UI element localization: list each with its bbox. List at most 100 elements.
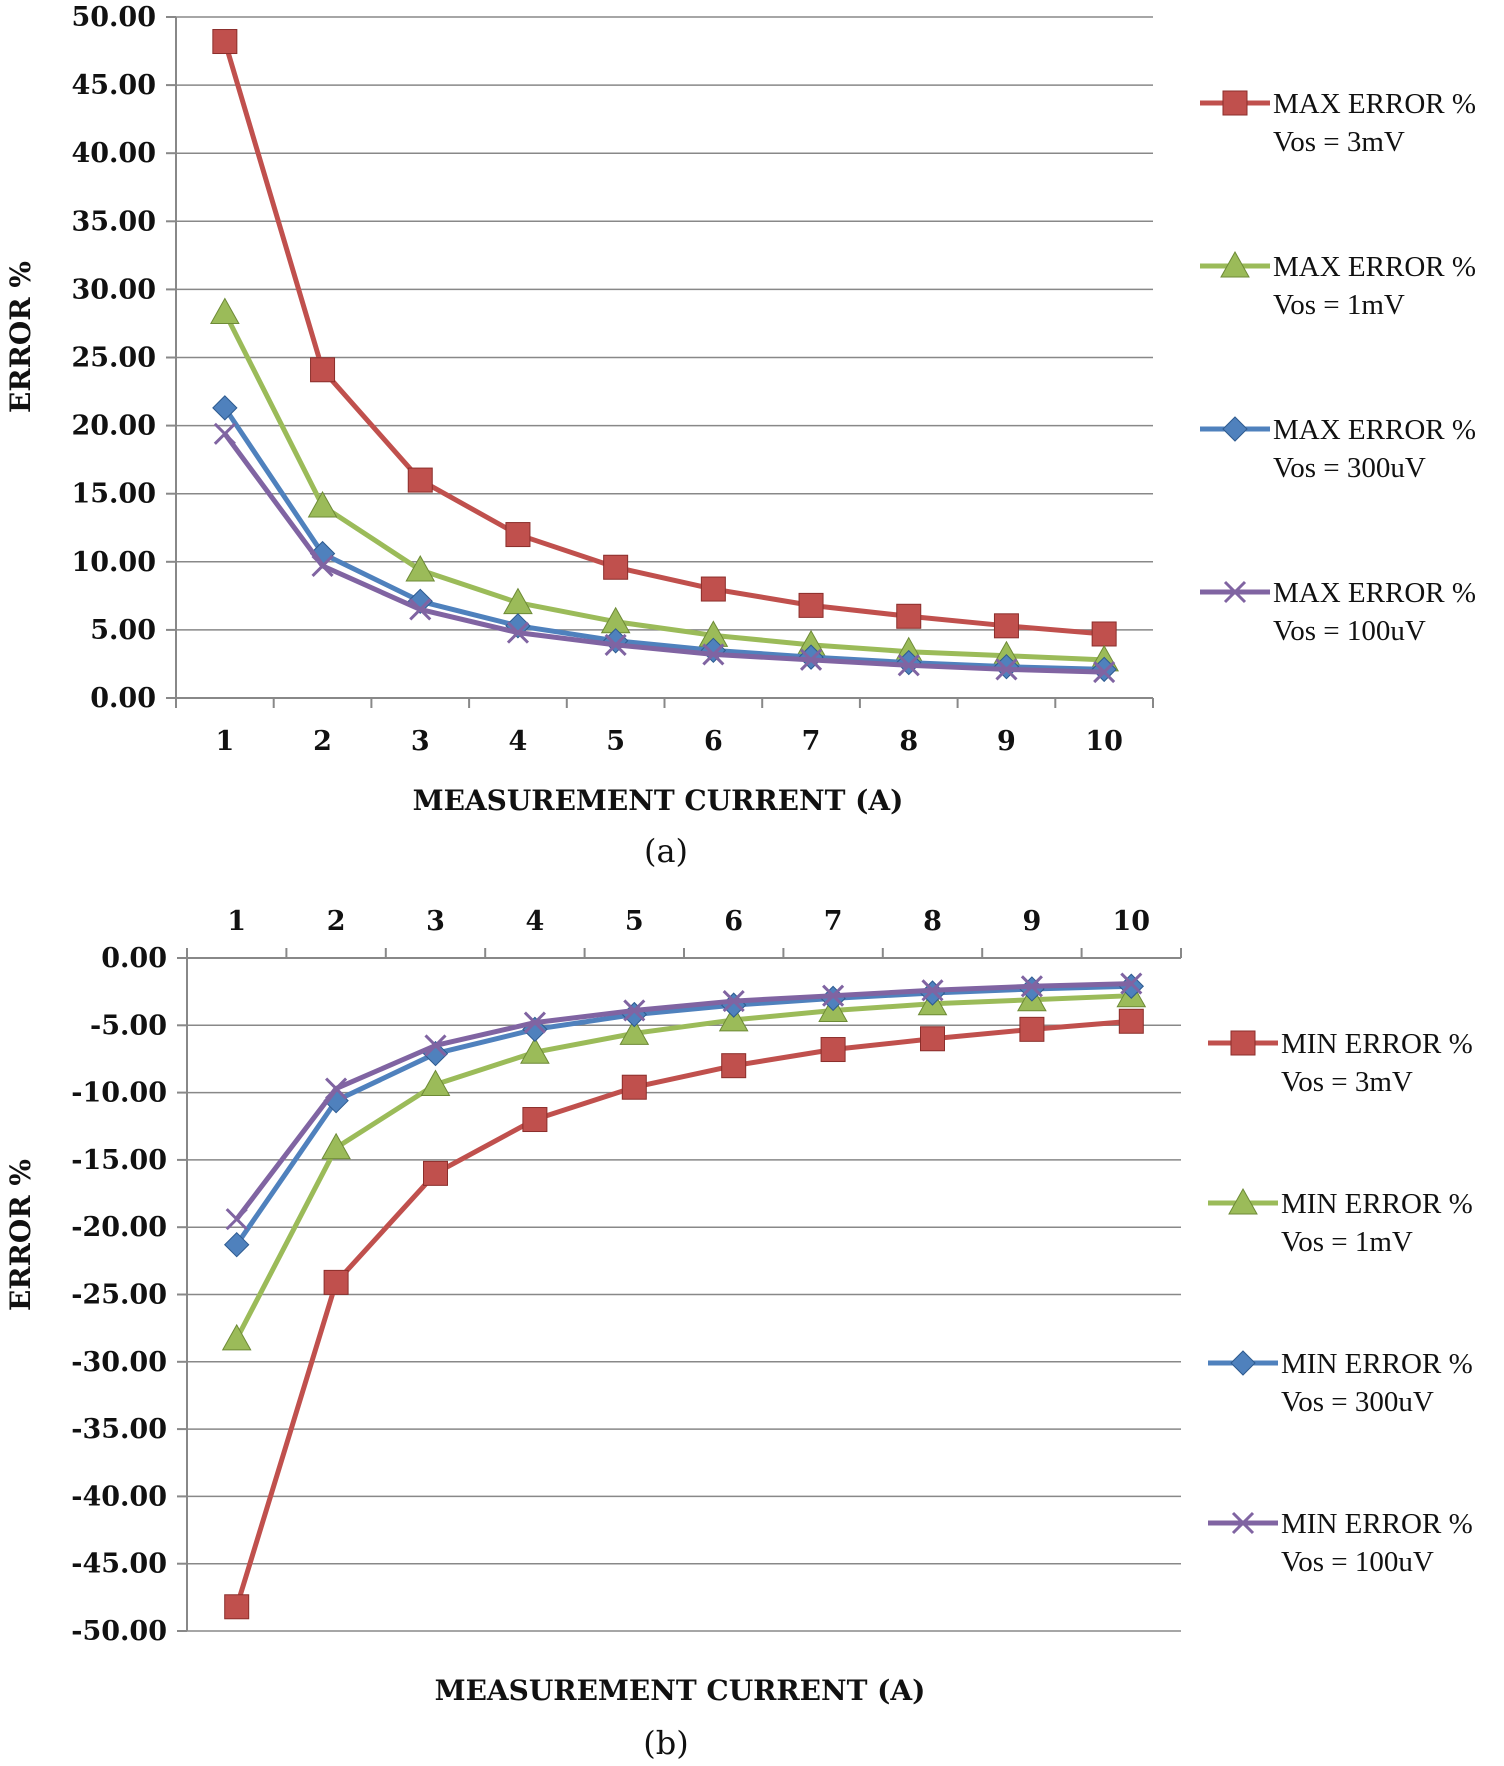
legend-swatch-marker xyxy=(1228,1187,1258,1215)
y-tick-label: -35.00 xyxy=(71,1414,167,1445)
data-point xyxy=(409,598,432,621)
legend-sublabel: Vos = 1mV xyxy=(1281,1226,1413,1258)
y-tick-label: 0.00 xyxy=(90,683,156,714)
data-point xyxy=(325,1077,348,1100)
legend-entry: MAX ERROR % Vos = 1mV xyxy=(1200,250,1476,321)
x-tick-label: 8 xyxy=(923,906,942,937)
data-point xyxy=(522,1107,548,1133)
data-point xyxy=(603,554,629,580)
y-tick-label: 0.00 xyxy=(101,943,167,974)
x-tick-label: 1 xyxy=(227,906,246,937)
data-point xyxy=(1019,1016,1045,1042)
data-point xyxy=(623,999,646,1022)
data-point xyxy=(225,1208,248,1231)
legend-swatch-marker xyxy=(1223,580,1247,604)
y-tick-label: -45.00 xyxy=(71,1549,167,1580)
data-point xyxy=(321,1132,351,1160)
data-point xyxy=(721,1053,747,1079)
series-vos-3mv xyxy=(224,1008,1144,1620)
x-tick-label: 3 xyxy=(426,906,445,937)
data-point xyxy=(995,658,1018,681)
data-point xyxy=(1093,661,1116,684)
data-point xyxy=(523,1011,546,1034)
data-point xyxy=(720,992,747,1018)
data-point xyxy=(604,633,627,656)
data-point xyxy=(505,522,531,548)
chart-b-y-axis-title: ERROR % xyxy=(4,1159,37,1311)
legend-entry: MAX ERROR % Vos = 300uV xyxy=(1200,414,1476,484)
chart-b-axes xyxy=(177,948,1182,1632)
series-vos-100uv xyxy=(213,422,1116,684)
data-point xyxy=(221,1323,252,1351)
data-point xyxy=(212,395,238,421)
data-point xyxy=(407,467,433,493)
data-point xyxy=(213,422,236,445)
legend-swatch-marker xyxy=(1230,1030,1256,1056)
data-point xyxy=(506,621,530,644)
data-point xyxy=(311,554,334,577)
legend-entry: MIN ERROR % Vos = 1mV xyxy=(1208,1187,1473,1258)
series-vos-100uv xyxy=(225,972,1143,1231)
legend-label: MIN ERROR % xyxy=(1281,1348,1473,1380)
legend-sublabel: Vos = 100uV xyxy=(1273,615,1426,647)
data-point xyxy=(993,613,1019,639)
series-line xyxy=(234,1018,1132,1608)
data-point xyxy=(520,1037,550,1064)
legend-sublabel: Vos = 1mV xyxy=(1273,289,1405,321)
y-tick-label: 5.00 xyxy=(90,615,156,646)
chart-b: 0.00 -5.00 -10.00 -15.00 -20.00 -25.00 -30.00 -… xyxy=(4,906,1473,1762)
x-tick-label: 5 xyxy=(625,906,644,937)
series-line xyxy=(222,406,1105,672)
series-line xyxy=(234,993,1132,1341)
chart-a-legend: MAX ERROR % Vos = 3mV MAX ERROR % Vos = 1mV… xyxy=(1200,88,1476,647)
legend-label: MIN ERROR % xyxy=(1281,1028,1473,1060)
x-tick-label: 7 xyxy=(824,906,843,937)
y-tick-label: 45.00 xyxy=(71,70,156,101)
legend-swatch-marker xyxy=(1220,250,1250,278)
y-tick-label: -5.00 xyxy=(90,1010,167,1041)
data-point xyxy=(1120,972,1143,995)
data-point xyxy=(896,603,922,629)
data-point xyxy=(820,1037,846,1063)
chart-b-x-axis-title: MEASUREMENT CURRENT (A) xyxy=(435,1674,926,1707)
legend-sublabel: Vos = 300uV xyxy=(1281,1386,1434,1418)
chart-a-caption: (a) xyxy=(644,832,688,870)
legend-sublabel: Vos = 300uV xyxy=(1273,452,1426,484)
legend-label: MAX ERROR % xyxy=(1273,251,1476,283)
chart-a-x-tick-labels: 1 2 3 4 5 6 7 8 9 10 xyxy=(215,726,1122,757)
chart-b-x-tick-labels: 1 2 3 4 5 6 7 8 9 10 xyxy=(227,906,1150,937)
data-point xyxy=(798,592,824,618)
legend-swatch-marker xyxy=(1231,1511,1255,1535)
chart-a-x-axis-title: MEASUREMENT CURRENT (A) xyxy=(413,784,904,817)
y-tick-label: -20.00 xyxy=(71,1212,167,1243)
x-tick-label: 9 xyxy=(997,726,1016,757)
x-tick-label: 6 xyxy=(704,726,723,757)
legend-entry: MIN ERROR % Vos = 100uV xyxy=(1208,1508,1473,1578)
legend-swatch-marker xyxy=(1230,1350,1256,1376)
data-point xyxy=(307,490,338,518)
x-tick-label: 4 xyxy=(509,726,528,757)
y-tick-label: 50.00 xyxy=(71,2,156,33)
legend-sublabel: Vos = 100uV xyxy=(1281,1546,1434,1578)
legend-label: MIN ERROR % xyxy=(1281,1188,1473,1220)
y-tick-label: 20.00 xyxy=(71,411,156,442)
series-line xyxy=(234,983,1132,1247)
legend-entry: MIN ERROR % Vos = 3mV xyxy=(1208,1028,1473,1098)
data-point xyxy=(897,654,920,677)
data-point xyxy=(621,1074,647,1100)
series-line xyxy=(234,981,1132,1221)
series-line xyxy=(222,432,1105,675)
data-point xyxy=(209,297,240,325)
chart-b-gridlines xyxy=(187,957,1181,1632)
data-point xyxy=(822,984,845,1007)
data-point xyxy=(424,1034,447,1057)
x-tick-label: 2 xyxy=(327,906,346,937)
chart-b-caption: (b) xyxy=(643,1724,688,1762)
y-tick-label: -15.00 xyxy=(71,1145,167,1176)
y-tick-label: 15.00 xyxy=(71,479,156,510)
series-line xyxy=(222,40,1105,637)
data-point xyxy=(223,1231,250,1258)
y-tick-label: 35.00 xyxy=(71,206,156,237)
data-point xyxy=(310,357,336,383)
x-tick-label: 1 xyxy=(215,726,234,757)
